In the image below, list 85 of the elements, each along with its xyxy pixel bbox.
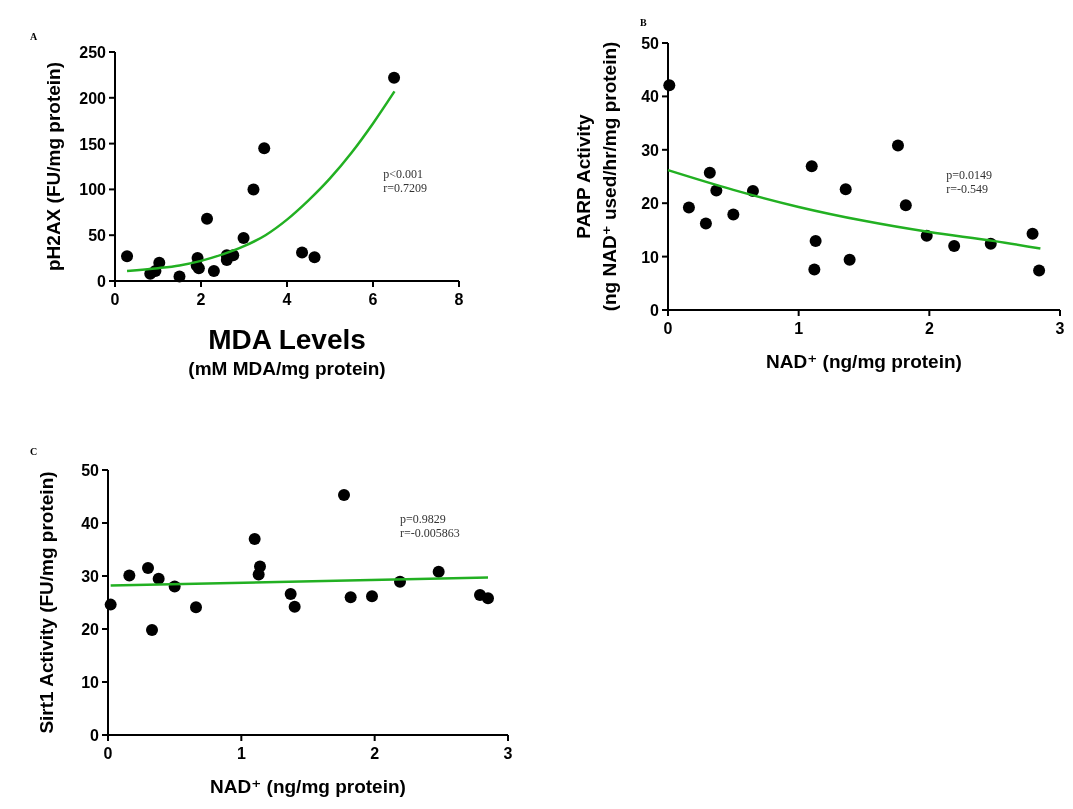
- point: [899, 199, 912, 212]
- point: [727, 208, 740, 221]
- annotation: r=0.7209: [383, 180, 428, 195]
- x-tick-label: 2: [924, 320, 934, 337]
- point: [207, 264, 220, 277]
- point: [703, 166, 716, 179]
- y-axis-title: PARP Activity (ng NAD⁺ used/hr/mg protein): [573, 41, 620, 312]
- y-tick-label: 0: [97, 273, 107, 290]
- x-tick-label: 0: [663, 320, 673, 337]
- y-tick-label: 10: [81, 674, 100, 691]
- chart-title: C: [30, 446, 38, 457]
- y-axis-title: Sirt1 Activity (FU/mg protein): [36, 471, 57, 734]
- y-tick-label: 250: [79, 44, 107, 61]
- point: [258, 142, 271, 155]
- point: [805, 160, 818, 173]
- text: A: [30, 31, 38, 42]
- y-tick-label: 30: [641, 141, 660, 159]
- y-tick-label: 150: [79, 135, 107, 153]
- point: [296, 246, 309, 259]
- point: [1026, 227, 1039, 240]
- x-tick-label: 2: [196, 291, 206, 308]
- y-tick-label: 0: [90, 727, 100, 744]
- y-tick-label: 100: [79, 181, 107, 199]
- point: [366, 590, 378, 603]
- point: [142, 562, 154, 575]
- point: [699, 217, 712, 230]
- point: [201, 212, 214, 225]
- point: [237, 231, 250, 244]
- x-tick-label: 0: [110, 291, 120, 308]
- point: [190, 601, 202, 614]
- annotation: p<0.001: [383, 166, 424, 181]
- annotation: r=-0.549: [946, 182, 989, 197]
- y-tick-label: 0: [650, 302, 660, 319]
- y-axis-title: pH2AX (FU/mg protein): [43, 62, 64, 271]
- y-tick-label: 40: [641, 88, 660, 106]
- y-tick-label: 50: [641, 35, 660, 52]
- x-tick-label: 8: [454, 291, 464, 308]
- y-tick-label: 40: [81, 515, 100, 532]
- x-tick-label: 1: [794, 320, 804, 337]
- point: [146, 624, 158, 637]
- point: [663, 79, 676, 92]
- y-tick-label: 10: [641, 248, 660, 266]
- chart-title: B: [640, 17, 647, 28]
- y-tick-label: 50: [88, 227, 107, 245]
- x-axis-title: NAD⁺ (ng/mg protein): [766, 351, 962, 372]
- y-tick-label: 20: [81, 621, 100, 638]
- x-axis-title: MDA Levels (mM MDA/mg protein): [188, 324, 386, 379]
- annotation: p=0.9829: [400, 512, 446, 526]
- x-axis-title: NAD⁺ (ng/mg protein): [210, 776, 406, 797]
- point: [123, 569, 136, 582]
- x-tick-label: 4: [282, 291, 292, 308]
- annotation: r=-0.005863: [400, 526, 460, 540]
- y-tick-label: 200: [79, 89, 107, 107]
- point: [948, 239, 961, 252]
- point: [809, 235, 822, 248]
- point: [344, 591, 357, 604]
- point: [247, 183, 260, 196]
- x-tick-label: 1: [236, 745, 246, 762]
- y-tick-label: 20: [641, 195, 660, 213]
- point: [288, 600, 301, 613]
- y-tick-label: 30: [81, 568, 100, 585]
- x-tick-label: 3: [503, 745, 513, 762]
- point: [173, 270, 186, 283]
- annotation: p=0.0149: [946, 168, 993, 183]
- point: [121, 250, 134, 263]
- point: [891, 139, 904, 152]
- point: [482, 592, 494, 605]
- point: [284, 588, 297, 601]
- x-tick-label: 3: [1055, 320, 1065, 337]
- x-tick-label: 2: [370, 745, 380, 762]
- point: [104, 598, 117, 611]
- point: [338, 488, 350, 501]
- point: [808, 263, 821, 276]
- point: [252, 568, 265, 581]
- point: [388, 71, 401, 84]
- point: [682, 201, 695, 214]
- point: [843, 253, 856, 266]
- point: [432, 565, 445, 578]
- point: [308, 251, 321, 264]
- point: [248, 532, 261, 545]
- point: [839, 183, 852, 196]
- x-tick-label: 6: [368, 291, 378, 308]
- line-series: [666, 168, 1042, 250]
- y-tick-label: 50: [81, 462, 100, 479]
- point: [1033, 264, 1046, 277]
